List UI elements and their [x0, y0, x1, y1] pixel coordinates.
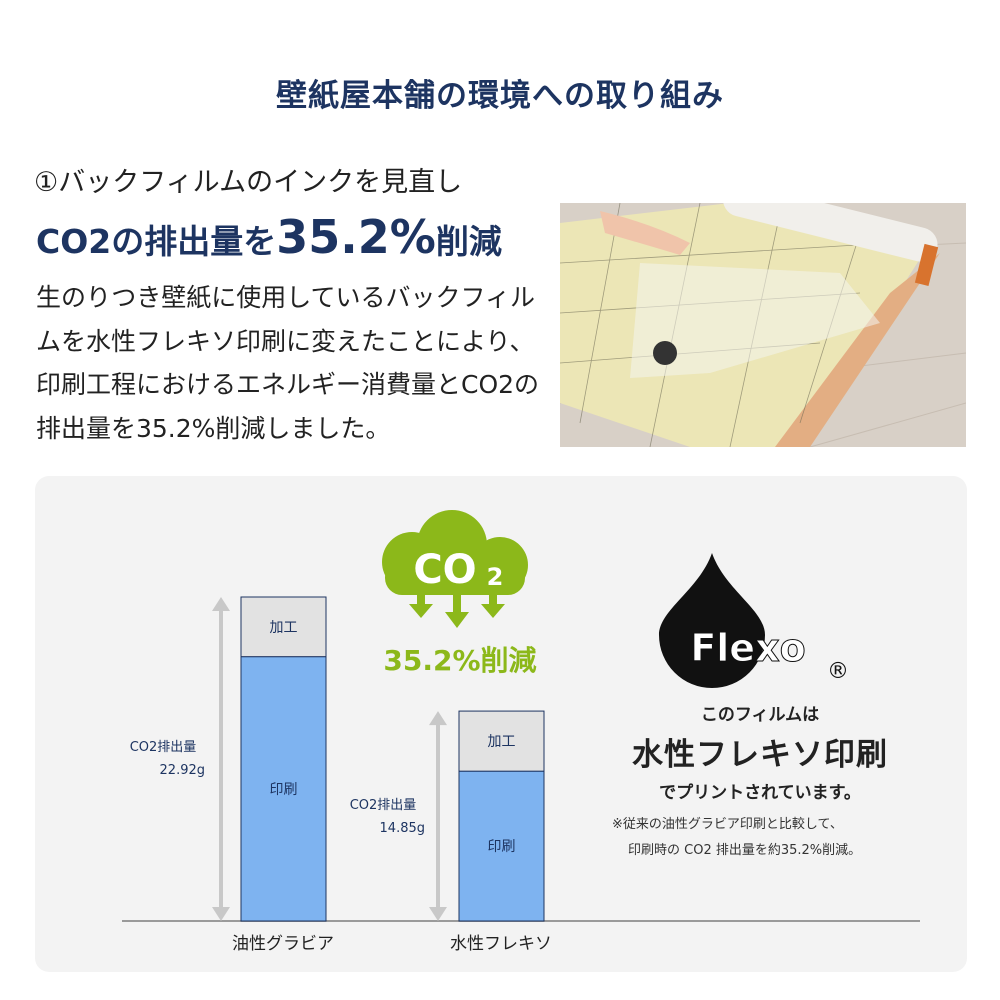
flexo-line2: 水性フレキソ印刷 [632, 737, 888, 773]
bar-印刷-0 [240, 656, 327, 922]
arrow-head-up-icon [429, 711, 447, 726]
footnote-line1: ※従来の油性グラビア印刷と比較して、 [612, 817, 843, 832]
section-headline: CO2の排出量を35.2%削減 [36, 210, 502, 264]
co2-cloud-icon [382, 510, 528, 628]
flexo-logo: Flexo ® [659, 553, 849, 688]
category-label-0: 油性グラビア [232, 934, 334, 954]
down-arrow-icon [409, 592, 433, 618]
segment-label: 印刷 [488, 839, 516, 855]
total-label-1: CO2排出量 [350, 798, 417, 813]
headline-post: 削減 [435, 222, 502, 261]
cloud-text: CO [413, 547, 476, 593]
headline-pre: CO2の排出量を [36, 222, 277, 261]
water-drop-icon [659, 553, 765, 688]
total-value-0: 22.92g [160, 763, 205, 778]
reduction-label: 35.2%削減 [383, 644, 536, 677]
arrow-head-down-icon [429, 907, 447, 921]
segment-label: 加工 [270, 620, 298, 636]
footnote-line2: 印刷時の CO2 排出量を約35.2%削減。 [628, 843, 862, 858]
category-label-1: 水性フレキソ [450, 934, 552, 954]
cloud-subscript: 2 [487, 563, 504, 591]
bar-加工-1 [458, 710, 545, 772]
segment-label: 加工 [488, 734, 516, 750]
product-photo [560, 203, 966, 447]
logo-text: Flexo [690, 626, 805, 670]
registered-mark: ® [827, 659, 849, 684]
bar-印刷-1 [458, 770, 545, 922]
page-title: 壁紙屋本舗の環境への取り組み [276, 78, 724, 114]
section-body: 生のりつき壁紙に使用しているバックフィルムを水性フレキソ印刷に変えたことにより、… [36, 283, 540, 443]
down-arrow-icon [445, 592, 469, 628]
headline-value: 35.2% [276, 210, 436, 264]
segment-label: 印刷 [270, 782, 298, 798]
footnote: ※従来の油性グラビア印刷と比較して、 印刷時の CO2 排出量を約35.2%削減… [612, 812, 861, 864]
section-subtitle: ①バックフィルムのインクを見直し [34, 167, 463, 198]
total-value-1: 14.85g [380, 821, 425, 836]
total-label-0: CO2排出量 [130, 740, 197, 755]
flexo-line3: でプリントされています。 [659, 783, 861, 803]
down-arrow-icon [481, 592, 505, 618]
flexo-description: このフィルムは 水性フレキソ印刷 でプリントされています。 [600, 700, 920, 803]
arrow-head-down-icon [212, 907, 230, 921]
bar-加工-0 [240, 596, 327, 658]
flexo-line1: このフィルムは [700, 705, 820, 725]
arrow-head-up-icon [212, 597, 230, 611]
